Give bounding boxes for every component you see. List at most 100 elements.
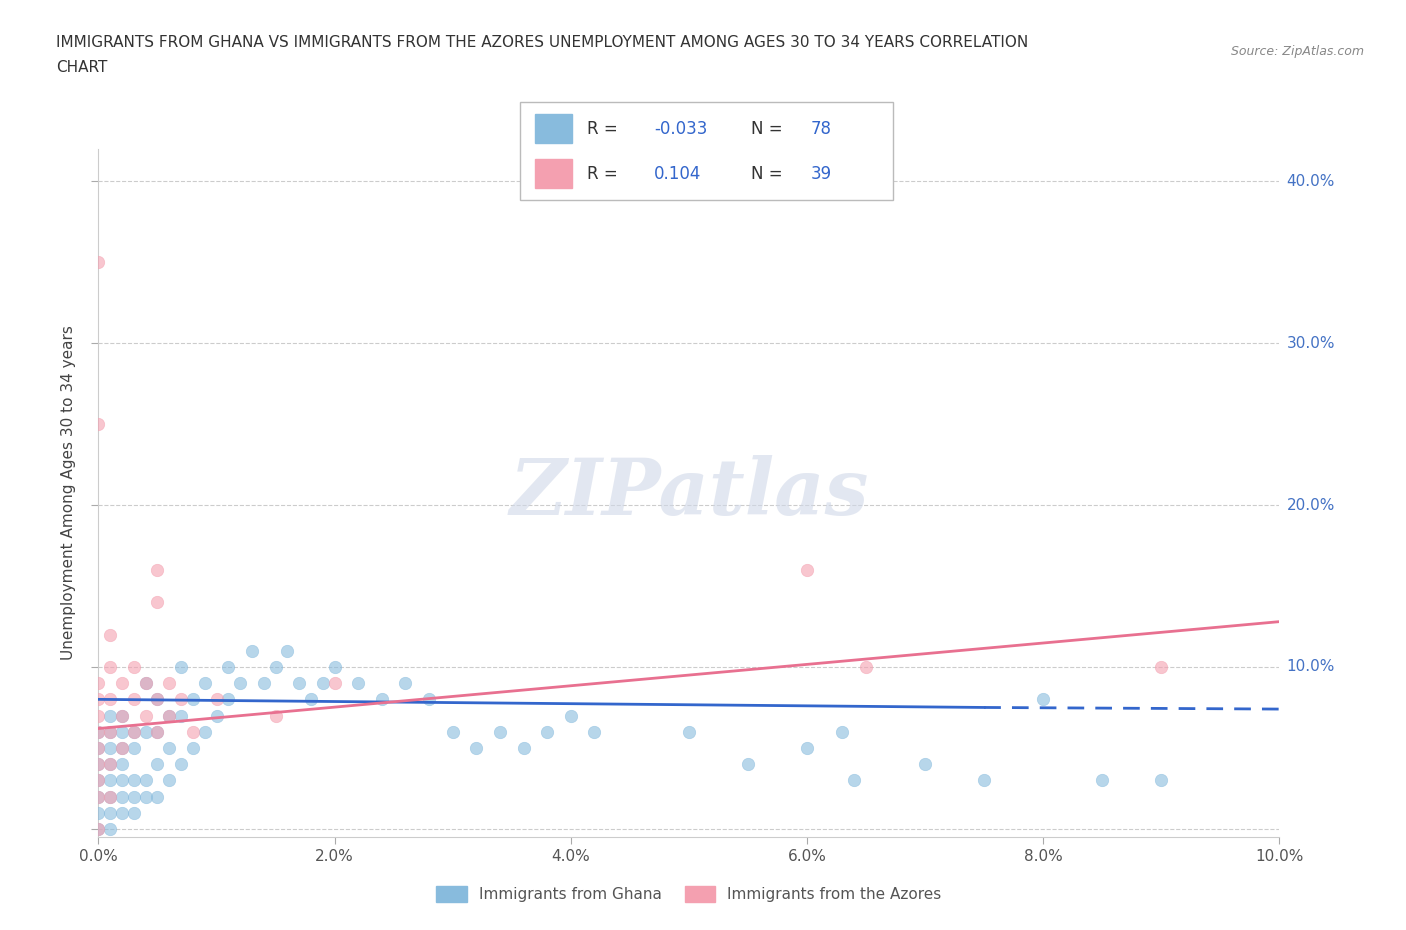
Point xyxy=(87,821,110,836)
Point xyxy=(146,724,169,739)
Point xyxy=(98,773,121,788)
Point xyxy=(98,805,121,820)
Point xyxy=(844,773,866,788)
Point xyxy=(122,692,145,707)
Point xyxy=(157,740,180,755)
Point xyxy=(98,757,121,772)
Point xyxy=(87,417,110,432)
Point xyxy=(253,676,276,691)
Point xyxy=(146,789,169,804)
Point xyxy=(111,789,134,804)
Point xyxy=(98,659,121,674)
Point xyxy=(98,789,121,804)
Point xyxy=(98,821,121,836)
Point xyxy=(170,757,193,772)
Point xyxy=(465,740,488,755)
Point xyxy=(122,724,145,739)
Point xyxy=(87,724,110,739)
Point xyxy=(489,724,512,739)
Point xyxy=(122,773,145,788)
Point xyxy=(146,692,169,707)
Point xyxy=(973,773,995,788)
Point xyxy=(583,724,606,739)
Y-axis label: Unemployment Among Ages 30 to 34 years: Unemployment Among Ages 30 to 34 years xyxy=(60,326,76,660)
Text: 10.0%: 10.0% xyxy=(1286,659,1334,674)
Point xyxy=(914,757,936,772)
Point xyxy=(1150,659,1173,674)
Point xyxy=(181,740,204,755)
Point xyxy=(181,692,204,707)
Point xyxy=(323,676,346,691)
Point xyxy=(98,757,121,772)
Point xyxy=(111,773,134,788)
Point xyxy=(98,724,121,739)
Point xyxy=(111,740,134,755)
Point xyxy=(299,692,322,707)
Point xyxy=(170,708,193,723)
Text: R =: R = xyxy=(588,165,623,182)
Text: -0.033: -0.033 xyxy=(654,120,707,138)
Point xyxy=(87,789,110,804)
Point xyxy=(98,789,121,804)
Point xyxy=(122,659,145,674)
Text: ZIPatlas: ZIPatlas xyxy=(509,455,869,531)
Point xyxy=(87,773,110,788)
Point xyxy=(111,757,134,772)
Point xyxy=(98,692,121,707)
Point xyxy=(796,563,818,578)
Point xyxy=(288,676,311,691)
Point xyxy=(855,659,877,674)
Text: 78: 78 xyxy=(811,120,832,138)
Point xyxy=(157,708,180,723)
Point xyxy=(1091,773,1114,788)
Bar xyxy=(536,114,572,143)
Text: 20.0%: 20.0% xyxy=(1286,498,1334,512)
Point xyxy=(111,724,134,739)
Text: 39: 39 xyxy=(811,165,832,182)
Text: R =: R = xyxy=(588,120,623,138)
Point xyxy=(194,724,217,739)
Point xyxy=(205,692,228,707)
Point xyxy=(87,740,110,755)
Bar xyxy=(536,159,572,188)
Point xyxy=(347,676,370,691)
Text: 30.0%: 30.0% xyxy=(1286,336,1334,351)
Point xyxy=(87,740,110,755)
Point xyxy=(122,789,145,804)
Point xyxy=(87,692,110,707)
Text: 40.0%: 40.0% xyxy=(1286,174,1334,189)
Point xyxy=(831,724,853,739)
Text: N =: N = xyxy=(751,120,789,138)
Point xyxy=(229,676,252,691)
Point xyxy=(394,676,416,691)
Point xyxy=(146,724,169,739)
Point xyxy=(135,773,157,788)
Point xyxy=(1032,692,1054,707)
Point xyxy=(87,757,110,772)
Point xyxy=(87,724,110,739)
Point xyxy=(276,644,298,658)
FancyBboxPatch shape xyxy=(520,102,893,200)
Point xyxy=(111,805,134,820)
Point xyxy=(98,740,121,755)
Point xyxy=(157,708,180,723)
Point xyxy=(418,692,440,707)
Point xyxy=(87,255,110,270)
Point xyxy=(678,724,700,739)
Point xyxy=(441,724,464,739)
Point xyxy=(157,676,180,691)
Point xyxy=(135,676,157,691)
Point xyxy=(87,708,110,723)
Point xyxy=(146,692,169,707)
Text: CHART: CHART xyxy=(56,60,108,75)
Point xyxy=(98,724,121,739)
Legend: Immigrants from Ghana, Immigrants from the Azores: Immigrants from Ghana, Immigrants from t… xyxy=(430,881,948,909)
Point xyxy=(87,805,110,820)
Point xyxy=(312,676,335,691)
Point xyxy=(205,708,228,723)
Point xyxy=(157,773,180,788)
Point xyxy=(87,676,110,691)
Point xyxy=(98,627,121,642)
Point xyxy=(146,595,169,610)
Point xyxy=(371,692,394,707)
